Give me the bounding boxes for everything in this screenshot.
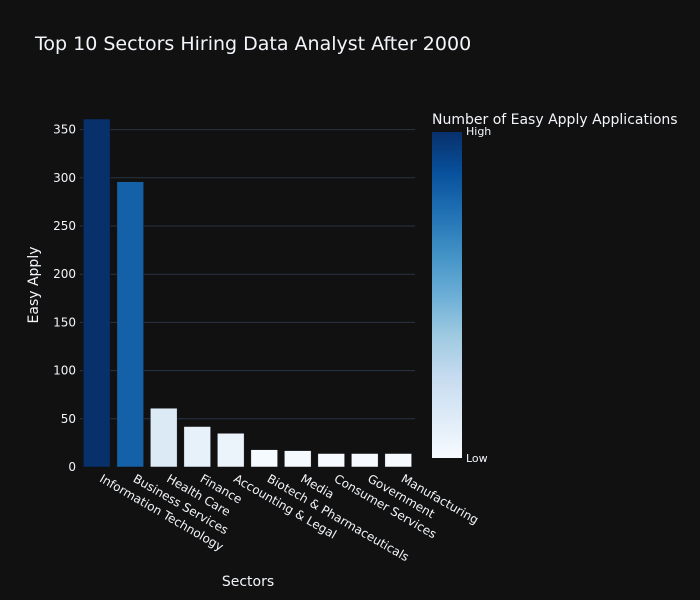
bar (250, 449, 278, 468)
colorbar-high-label: High (466, 125, 491, 138)
bar (83, 118, 111, 468)
y-tick-label: 150 (53, 315, 76, 329)
y-tick-label: 350 (53, 123, 76, 137)
y-tick-label: 50 (61, 412, 76, 426)
y-axis-label: Easy Apply (26, 247, 42, 324)
x-axis-label: Sectors (222, 574, 274, 590)
y-tick-label: 200 (53, 267, 76, 281)
bar (384, 453, 412, 468)
bar (116, 181, 144, 468)
y-tick-label: 0 (68, 460, 76, 474)
bar (284, 450, 312, 468)
y-tick-label: 100 (53, 364, 76, 378)
bar (351, 453, 379, 468)
bars (83, 118, 412, 468)
bar (150, 407, 178, 468)
y-tick-label: 250 (53, 219, 76, 233)
colorbar-low-label: Low (466, 452, 488, 465)
bar (317, 453, 345, 468)
chart-title: Top 10 Sectors Hiring Data Analyst After… (34, 33, 471, 55)
colorbar (432, 132, 462, 458)
colorbar-title: Number of Easy Apply Applications (432, 112, 678, 128)
y-axis-ticks: 0 50 100 150 200 250 300 350 (53, 123, 76, 474)
y-tick-label: 300 (53, 171, 76, 185)
bar (183, 426, 211, 468)
bar (217, 433, 245, 468)
